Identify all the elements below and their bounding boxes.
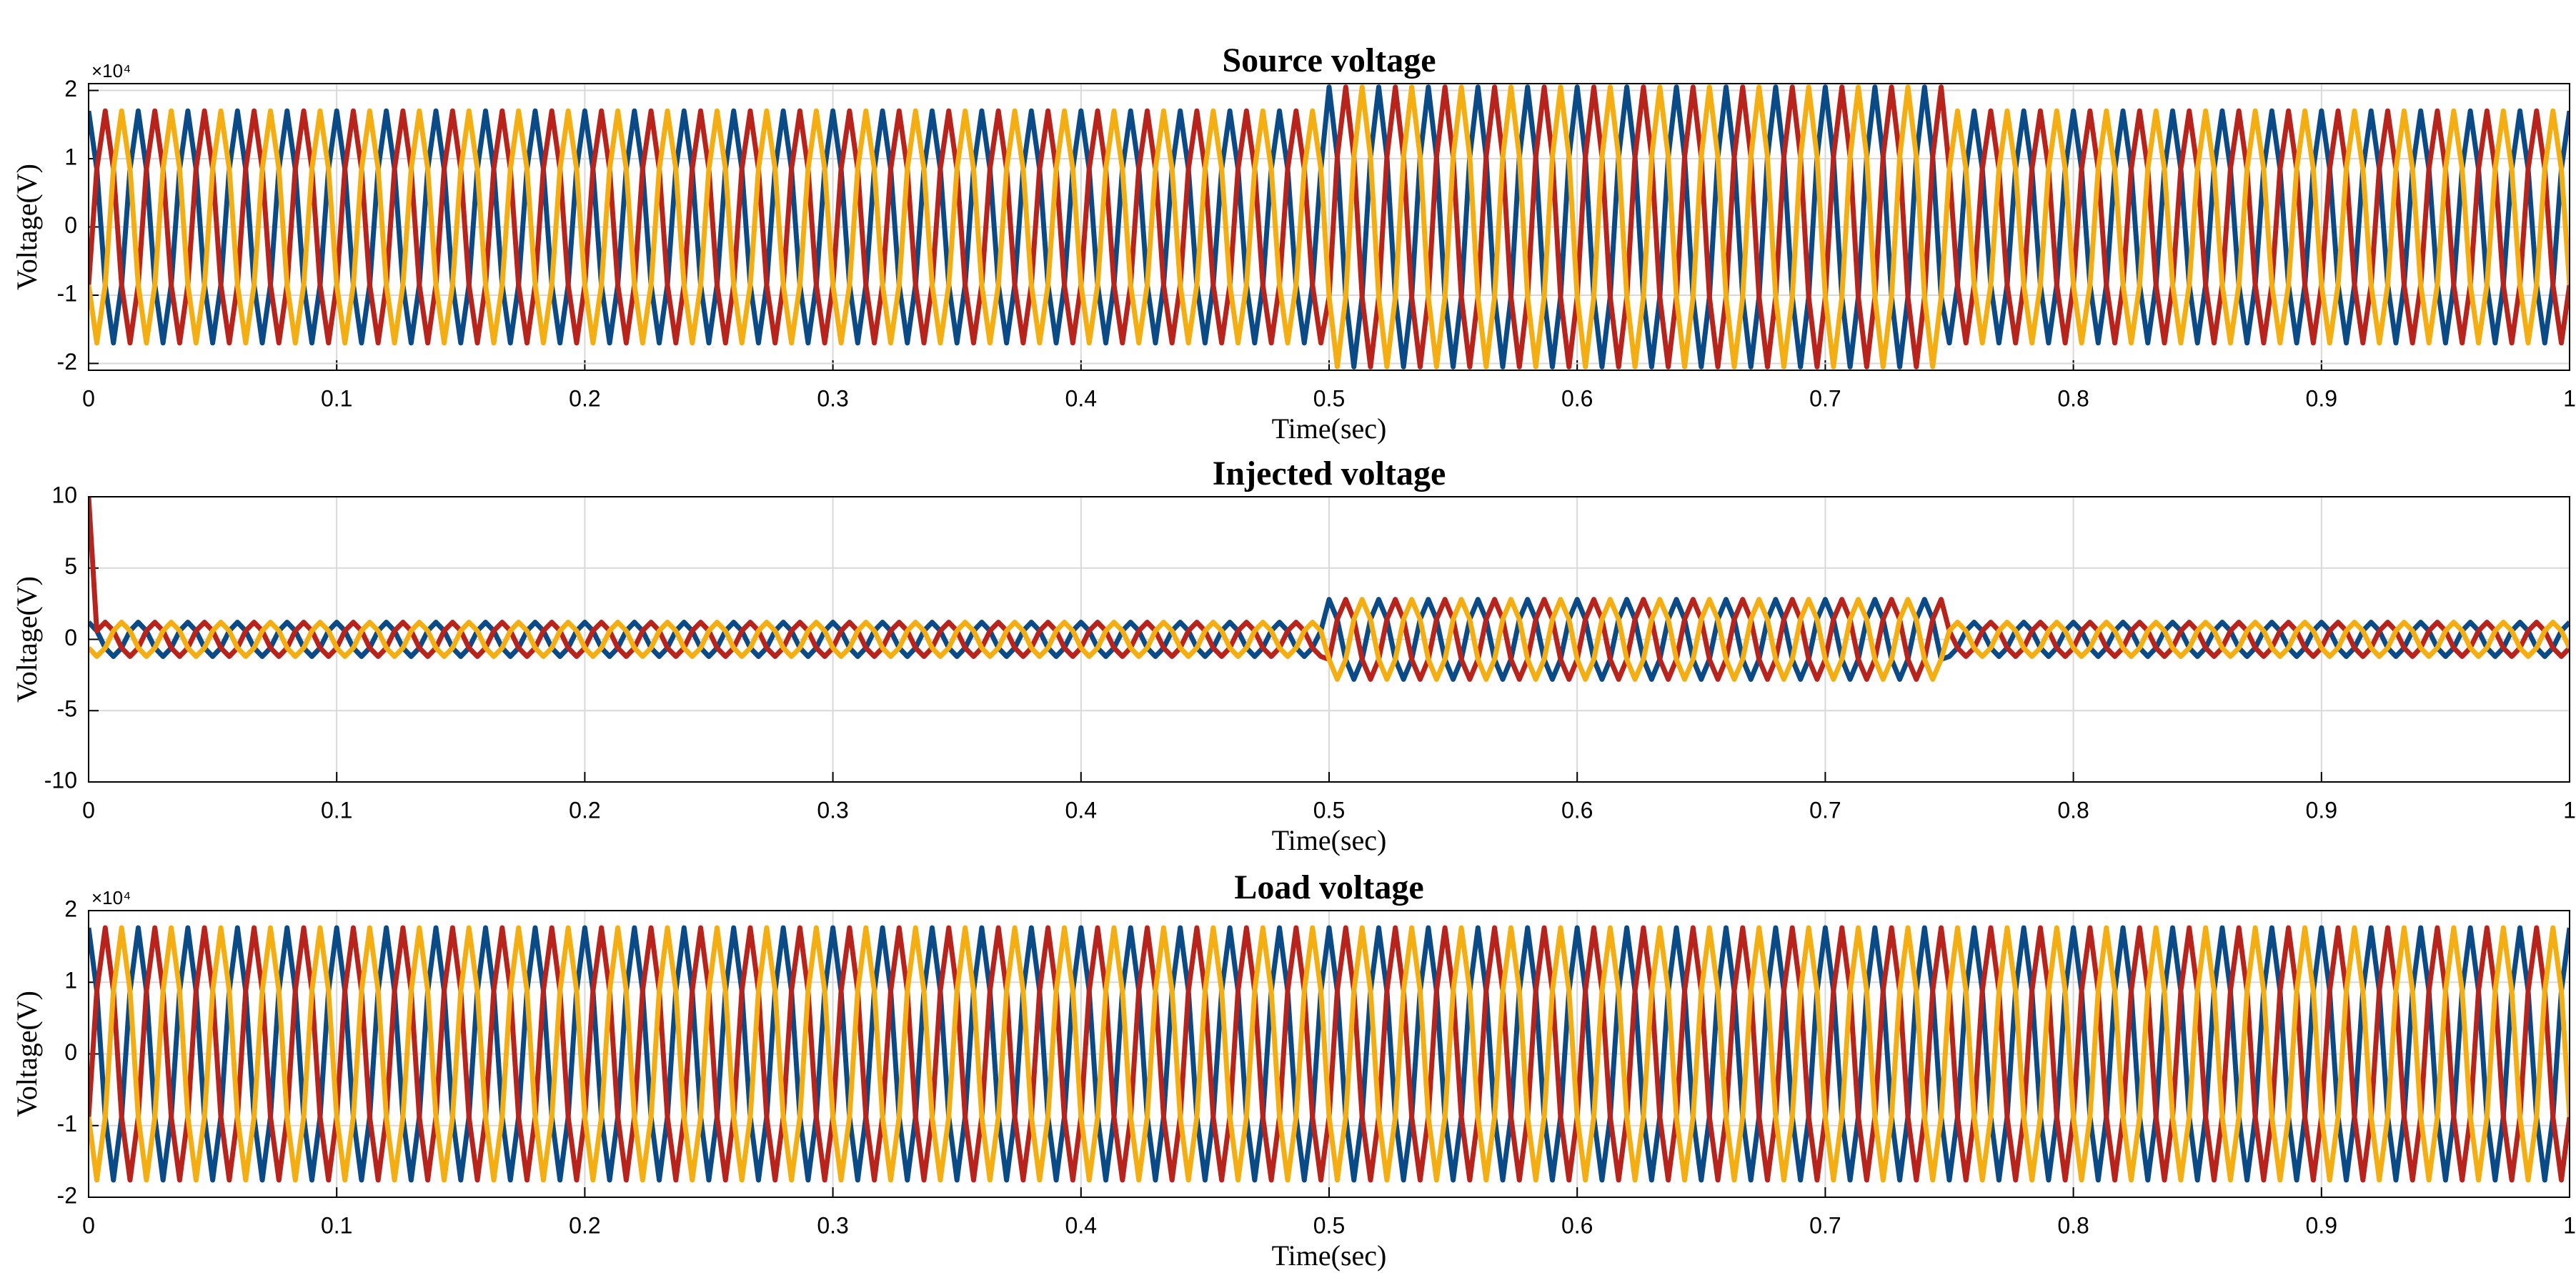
y-tick-label: 0 (64, 625, 77, 650)
x-tick-label: 1 (2563, 385, 2576, 411)
x-tick-label: 0.8 (2057, 1212, 2089, 1238)
x-axis-label: Time(sec) (1272, 412, 1387, 445)
series-line (89, 84, 2570, 370)
plot-frame (88, 910, 2570, 1198)
x-tick-label: 1 (2563, 1212, 2576, 1238)
series-line (89, 925, 2570, 1183)
x-axis-label: Time(sec) (1272, 1239, 1387, 1272)
x-tick-label: 1 (2563, 797, 2576, 823)
y-tick-label: 1 (64, 144, 77, 169)
x-tick-label: 0 (82, 797, 95, 823)
x-axis-label: Time(sec) (1272, 824, 1387, 856)
x-tick-label: 0.7 (1809, 1212, 1841, 1238)
x-tick-label: 0.4 (1065, 1212, 1097, 1238)
plot-frame (88, 496, 2570, 783)
y-multiplier: ×10⁴ (91, 887, 131, 908)
x-tick-label: 0.5 (1313, 1212, 1345, 1238)
x-tick-label: 0.6 (1561, 385, 1593, 411)
y-tick-label: -1 (57, 280, 77, 306)
x-tick-label: 0.1 (321, 797, 352, 823)
chart-title: Load voltage (1234, 868, 1423, 906)
x-tick-label: 0.1 (321, 385, 352, 411)
x-tick-label: 0.3 (817, 1212, 848, 1238)
y-axis-label: Voltage(V) (11, 991, 43, 1117)
x-tick-label: 0.7 (1809, 385, 1841, 411)
y-tick-label: 10 (51, 482, 77, 507)
x-tick-label: 0.7 (1809, 797, 1841, 823)
x-tick-label: 0.5 (1313, 385, 1345, 411)
y-axis-label: Voltage(V) (11, 576, 43, 703)
x-tick-label: 0 (82, 1212, 95, 1238)
y-tick-label: -2 (57, 349, 77, 375)
x-tick-label: 0.8 (2057, 797, 2089, 823)
y-axis-label: Voltage(V) (11, 164, 43, 290)
plot-frame (88, 83, 2570, 371)
x-tick-label: 0.4 (1065, 797, 1097, 823)
chart-title: Injected voltage (1213, 455, 1446, 492)
x-tick-label: 0.2 (569, 797, 600, 823)
y-tick-label: -2 (57, 1182, 77, 1208)
x-tick-label: 0.8 (2057, 385, 2089, 411)
x-tick-label: 0.2 (569, 385, 600, 411)
y-tick-label: 0 (64, 212, 77, 238)
series-line (89, 597, 2570, 682)
y-tick-label: 5 (64, 553, 77, 579)
y-tick-label: -1 (57, 1111, 77, 1136)
x-tick-label: 0.1 (321, 1212, 352, 1238)
x-tick-label: 0.6 (1561, 797, 1593, 823)
y-tick-label: -10 (44, 767, 77, 793)
x-tick-label: 0.4 (1065, 385, 1097, 411)
x-tick-label: 0.3 (817, 797, 848, 823)
x-tick-label: 0.9 (2306, 1212, 2337, 1238)
y-tick-label: 0 (64, 1039, 77, 1065)
x-tick-label: 0 (82, 385, 95, 411)
y-multiplier: ×10⁴ (91, 60, 131, 81)
x-tick-label: 0.3 (817, 385, 848, 411)
x-tick-label: 0.9 (2306, 797, 2337, 823)
x-tick-label: 0.9 (2306, 385, 2337, 411)
y-tick-label: 1 (64, 968, 77, 994)
y-tick-label: 2 (64, 896, 77, 921)
y-tick-label: 2 (64, 76, 77, 101)
chart-title: Source voltage (1222, 41, 1436, 79)
x-tick-label: 0.6 (1561, 1212, 1593, 1238)
x-tick-label: 0.5 (1313, 797, 1345, 823)
x-tick-label: 0.2 (569, 1212, 600, 1238)
y-tick-label: -5 (57, 696, 77, 722)
